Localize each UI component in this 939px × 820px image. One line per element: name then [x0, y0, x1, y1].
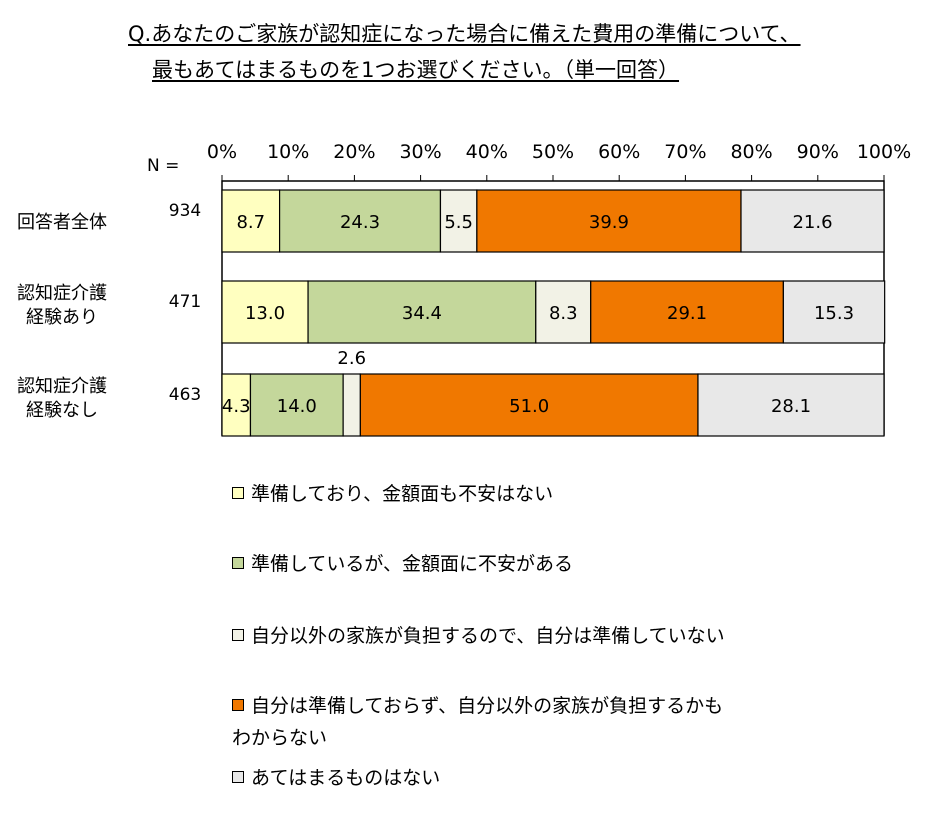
bar-data-label: 51.0: [509, 396, 549, 417]
x-tick-label: 90%: [797, 141, 839, 163]
x-tick-label: 20%: [333, 141, 375, 163]
x-tick-label: 10%: [267, 141, 309, 163]
bar-segment: [590, 280, 784, 344]
bar-segment: [278, 189, 442, 253]
stacked-bar-chart: 0% 10% 20% 30% 40% 50% 60% 70% 80% 90% 100% N = 回答者全…: [17, 141, 911, 437]
x-tick-label: 60%: [598, 141, 640, 163]
legend-item: 準備しているが、金額面に不安がある: [232, 548, 912, 580]
bar-segment: [740, 189, 885, 253]
bar-data-label: 2.6: [337, 348, 366, 369]
bar-data-label: 34.4: [402, 303, 442, 324]
legend-swatch: [232, 487, 244, 499]
legend-label: 自分以外の家族が負担するので、自分は準備していない: [251, 625, 725, 647]
category-label: 経験あり: [26, 307, 98, 328]
bar-data-label: 29.1: [667, 303, 707, 324]
n-header-label: N =: [147, 156, 179, 176]
bar-data-label: 8.3: [549, 303, 578, 324]
chart-title-text-2: 最もあてはまるものを1つお選びください。（単一回答）: [152, 58, 680, 82]
bar-segment: [221, 373, 252, 437]
legend-label: あてはまるものはない: [251, 767, 441, 789]
legend-item: 自分は準備しておらず、自分以外の家族が負担するかも わからない: [232, 690, 912, 754]
legend-swatch: [232, 557, 244, 569]
bar-segment: [249, 373, 344, 437]
x-tick-label: 30%: [399, 141, 441, 163]
legend-item: 自分以外の家族が負担するので、自分は準備していない: [232, 620, 912, 652]
legend-swatch: [232, 771, 244, 783]
category-n-value: 463: [169, 385, 201, 405]
bar-data-label: 15.3: [814, 303, 854, 324]
bar-segment: [342, 373, 361, 437]
x-tick-label: 50%: [532, 141, 574, 163]
bar-data-label: 21.6: [792, 212, 832, 233]
bar-data-label: 14.0: [277, 396, 317, 417]
chart-title-text-1: Q.あなたのご家族が認知症になった場合に備えた費用の準備について、: [128, 22, 801, 46]
x-tick-label: 80%: [730, 141, 772, 163]
x-tick-label: 100%: [857, 141, 911, 163]
bar-data-label: 13.0: [245, 303, 285, 324]
legend-item: 準備しており、金額面も不安はない: [232, 478, 912, 510]
bar-segment: [359, 373, 699, 437]
legend-swatch: [232, 629, 244, 641]
legend-swatch: [232, 699, 244, 711]
x-tick-label: 0%: [207, 141, 237, 163]
x-tick-label: 40%: [466, 141, 508, 163]
chart-title-line2: 最もあてはまるものを1つお選びください。（単一回答）: [128, 56, 939, 85]
bar-data-label: 24.3: [340, 212, 380, 233]
bar-segment: [476, 189, 742, 253]
category-n-value: 934: [169, 201, 201, 221]
bar-segment: [697, 373, 885, 437]
bar-data-label: 28.1: [771, 396, 811, 417]
category-label: 経験なし: [26, 400, 98, 421]
bar-data-label: 5.5: [444, 212, 473, 233]
category-label: 認知症介護: [17, 283, 107, 304]
legend-label: 準備しているが、金額面に不安がある: [251, 553, 574, 575]
bar-data-label: 8.7: [236, 212, 265, 233]
bar-data-label: 39.9: [589, 212, 629, 233]
chart-title-line1: Q.あなたのご家族が認知症になった場合に備えた費用の準備について、: [128, 20, 928, 49]
legend-item: あてはまるものはない: [232, 762, 912, 794]
category-n-value: 471: [169, 292, 201, 312]
category-label: 認知症介護: [17, 376, 107, 397]
bar-segment: [307, 280, 537, 344]
legend-label: 自分は準備しておらず、自分以外の家族が負担するかも わからない: [232, 695, 724, 749]
bar-segment: [221, 280, 309, 344]
x-tick-label: 70%: [664, 141, 706, 163]
bar-segment: [782, 280, 886, 344]
legend-label: 準備しており、金額面も不安はない: [251, 483, 554, 505]
bar-data-label: 4.3: [222, 396, 251, 417]
category-label: 回答者全体: [17, 212, 107, 233]
